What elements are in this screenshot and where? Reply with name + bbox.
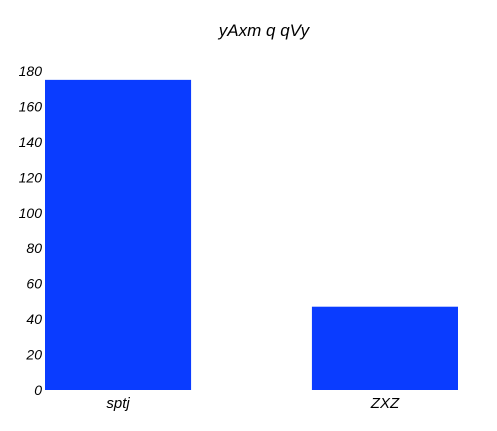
bars [45, 79, 458, 390]
y-tick-label: 180 [19, 63, 43, 79]
y-tick-label: 120 [19, 169, 43, 185]
y-tick-label: 80 [26, 240, 42, 256]
chart-title: yAxm q qVy [218, 21, 311, 40]
y-tick-label: 40 [26, 311, 42, 327]
y-axis-ticks: 0 20 40 60 80 100 120 140 160 180 [19, 63, 43, 398]
y-tick-label: 140 [19, 134, 43, 150]
y-tick-label: 0 [34, 382, 42, 398]
y-tick-label: 60 [26, 276, 42, 292]
x-tick-label: ZXZ [370, 395, 400, 412]
bar-sptj [45, 79, 192, 390]
y-tick-label: 100 [19, 205, 43, 221]
x-tick-label: sptj [106, 395, 130, 412]
bar-ZXZ [311, 306, 458, 390]
y-tick-label: 160 [19, 98, 43, 114]
x-axis-labels: sptj ZXZ [106, 395, 400, 412]
y-tick-label: 20 [25, 347, 42, 363]
